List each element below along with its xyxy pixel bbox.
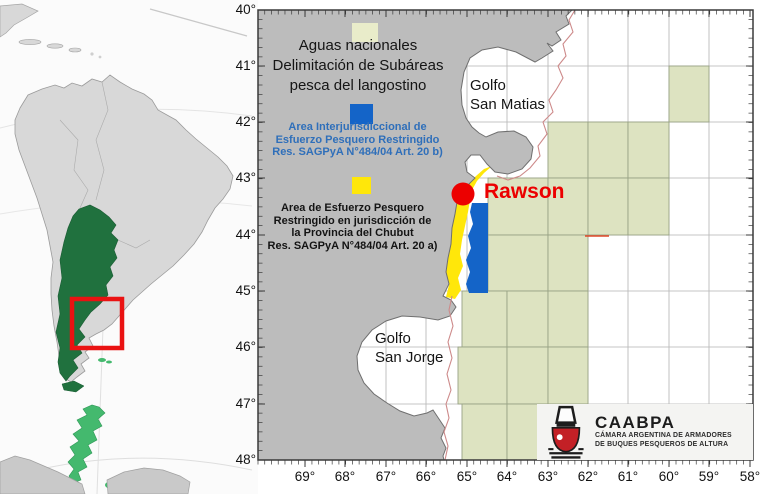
caabpa-logo: CAABPA CÁMARA ARGENTINA DE ARMADORES DE … — [537, 404, 753, 460]
legend-line: Area Interjurisdiccional de — [288, 121, 427, 133]
legend-line: Res. SAGPyA N°484/04 Art. 20 a) — [267, 239, 438, 252]
island — [46, 43, 64, 49]
legend-chubut-swatch — [352, 177, 371, 194]
boundary-line-pink — [496, 9, 576, 181]
restricted-area-yellow — [446, 166, 492, 299]
island — [90, 52, 94, 56]
legend-line: Delimitación de Subáreas — [272, 57, 444, 74]
island — [98, 55, 102, 59]
legend-chubut-text: Area de Esfuerzo Pesquero Restringido en… — [262, 202, 443, 252]
gulf-san-jorge-label: Golfo San Jorge — [375, 329, 443, 367]
caabpa-subtitle: DE BUQUES PESQUEROS DE ALTURA — [595, 441, 729, 448]
country-border — [59, 119, 89, 209]
legend-line: pesca del langostino — [289, 77, 427, 94]
island — [18, 39, 42, 45]
legend-line: Area de Esfuerzo Pesquero — [280, 202, 425, 214]
legend-interjurisdictional-text: Area Interjurisdiccional de Esfuerzo Pes… — [267, 121, 448, 159]
restricted-area-blue — [466, 203, 488, 293]
antarctica-shape — [106, 467, 191, 494]
gulf-san-matias-label: Golfo San Matias — [470, 76, 545, 114]
country-border — [95, 81, 109, 201]
coast-line-edge — [149, 8, 248, 37]
rawson-marker — [451, 182, 475, 206]
boundary-line-pink — [443, 295, 454, 461]
legend-line: Res. SAGPyA N°484/04 Art. 20 b) — [272, 146, 443, 158]
island — [68, 47, 82, 53]
legend-interjurisdictional-swatch — [350, 104, 373, 124]
malvinas-island — [98, 358, 106, 362]
label-line: San Matias — [470, 96, 546, 113]
central-america-shape — [0, 3, 39, 38]
malvinas-island — [106, 360, 112, 364]
caabpa-title: CAABPA — [595, 413, 676, 433]
label-line: Golfo — [375, 330, 411, 347]
label-line: San Jorge — [375, 349, 444, 366]
study-area-box — [69, 296, 125, 351]
legend-line: Esfuerzo Pesquero Restringido — [275, 133, 440, 146]
tierra-del-fuego-shape — [61, 380, 85, 393]
land — [257, 9, 574, 461]
south-america-inset — [0, 0, 258, 494]
map-frame — [257, 9, 754, 461]
legend-national-waters-swatch — [352, 23, 378, 42]
legend-line: la Provincia del Chubut — [291, 227, 414, 239]
antarctica-shape — [0, 455, 86, 494]
caabpa-subtitle: CÁMARA ARGENTINA DE ARMADORES — [595, 432, 732, 440]
country-border — [117, 239, 151, 249]
label-line: Golfo — [470, 77, 506, 94]
graticule-line — [96, 299, 105, 494]
legend-national-waters-text: Aguas nacionales Delimitación de Subárea… — [272, 36, 444, 96]
buoy-icon — [548, 405, 584, 459]
legend-line: Restringido en jurisdicción de — [273, 214, 432, 227]
legend-line: Aguas nacionales — [298, 37, 418, 54]
rawson-label: Rawson — [484, 180, 565, 203]
